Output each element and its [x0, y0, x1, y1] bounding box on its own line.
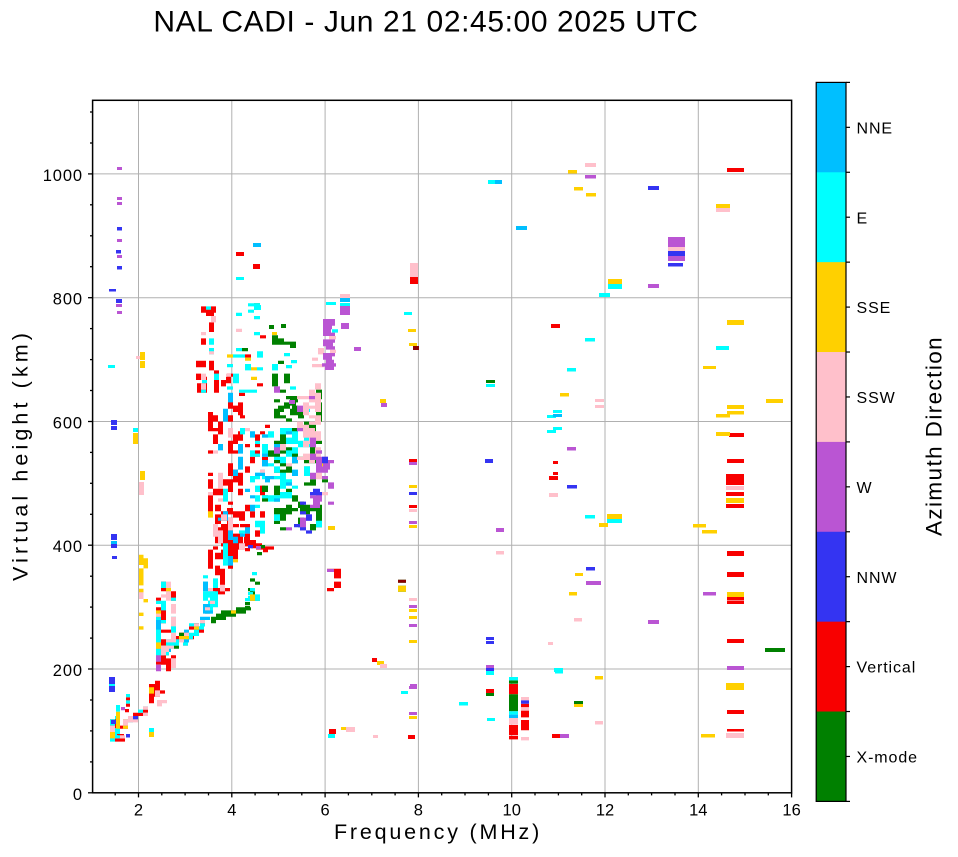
svg-text:NNE: NNE [857, 120, 893, 137]
svg-text:SSE: SSE [857, 300, 892, 317]
svg-text:Virtual height (km): Virtual height (km) [9, 329, 33, 581]
svg-text:NNW: NNW [857, 570, 898, 587]
svg-text:NAL CADI - Jun 21 02:45:00 202: NAL CADI - Jun 21 02:45:00 2025 UTC [153, 6, 698, 39]
svg-text:W: W [857, 480, 873, 497]
svg-text:600: 600 [53, 415, 83, 433]
svg-text:16: 16 [782, 802, 800, 820]
svg-text:0: 0 [73, 786, 83, 804]
svg-text:E: E [857, 210, 869, 227]
svg-text:10: 10 [503, 802, 521, 820]
svg-text:6: 6 [321, 802, 330, 820]
svg-text:12: 12 [596, 802, 614, 820]
svg-text:14: 14 [689, 802, 707, 820]
svg-text:SSW: SSW [857, 390, 896, 407]
svg-text:2: 2 [134, 802, 143, 820]
svg-text:Frequency (MHz): Frequency (MHz) [334, 820, 542, 844]
svg-text:200: 200 [53, 662, 83, 680]
svg-text:X-mode: X-mode [857, 750, 918, 767]
svg-text:8: 8 [414, 802, 423, 820]
svg-text:Azimuth Direction: Azimuth Direction [922, 336, 947, 536]
svg-text:Vertical: Vertical [857, 660, 917, 677]
svg-text:4: 4 [227, 802, 236, 820]
svg-text:400: 400 [53, 538, 83, 556]
svg-text:800: 800 [53, 291, 83, 309]
svg-text:1000: 1000 [43, 167, 83, 185]
